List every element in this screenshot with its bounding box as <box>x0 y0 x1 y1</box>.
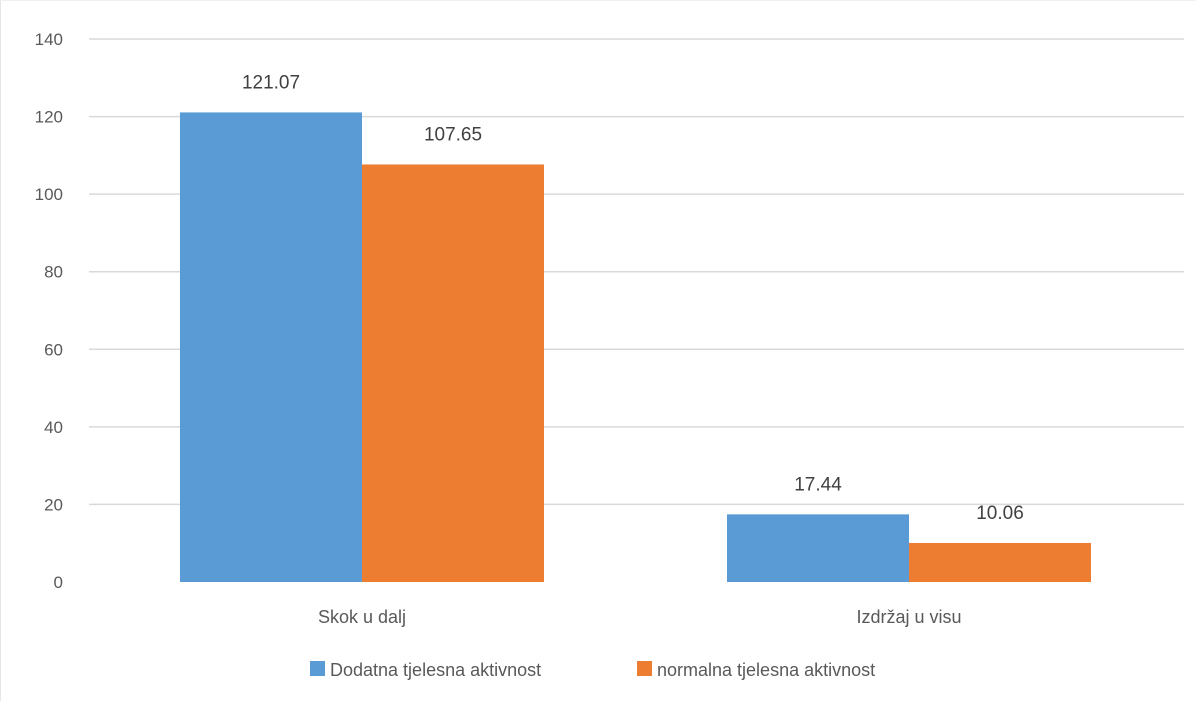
data-label: 17.44 <box>794 474 842 495</box>
y-axis-ticks: 0 20 40 60 80 100 120 140 <box>35 30 63 592</box>
data-label: 107.65 <box>424 124 482 145</box>
x-axis-categories: Skok u dalj Izdržaj u visu <box>318 607 962 627</box>
category-label: Izdržaj u visu <box>856 607 961 627</box>
bar <box>362 164 544 582</box>
legend-label: normalna tjelesna aktivnost <box>657 660 875 680</box>
legend-swatch <box>310 661 325 676</box>
bars <box>180 112 1091 582</box>
y-tick-label: 0 <box>54 573 63 592</box>
y-tick-label: 20 <box>44 495 63 514</box>
bar <box>727 514 909 582</box>
legend-swatch <box>637 661 652 676</box>
y-tick-label: 40 <box>44 418 63 437</box>
legend-label: Dodatna tjelesna aktivnost <box>330 660 541 680</box>
bar <box>909 542 1091 582</box>
bar <box>180 112 362 582</box>
data-label: 10.06 <box>976 503 1024 524</box>
y-tick-label: 120 <box>35 108 63 127</box>
data-labels: 121.07 107.65 17.44 10.06 <box>242 72 1024 524</box>
y-tick-label: 140 <box>35 30 63 49</box>
category-label: Skok u dalj <box>318 607 406 627</box>
y-tick-label: 60 <box>44 340 63 359</box>
data-label: 121.07 <box>242 72 300 93</box>
y-tick-label: 80 <box>44 263 63 282</box>
y-tick-label: 100 <box>35 185 63 204</box>
legend: Dodatna tjelesna aktivnost normalna tjele… <box>310 660 875 680</box>
